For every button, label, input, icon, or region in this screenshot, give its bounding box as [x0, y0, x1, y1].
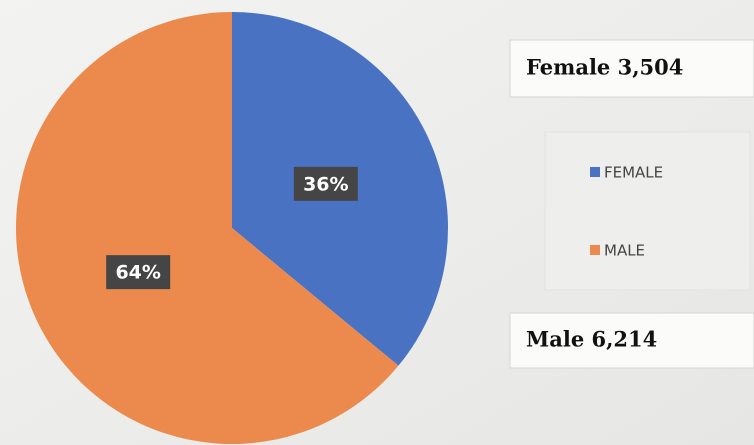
legend-swatch: [590, 245, 600, 255]
legend-label: FEMALE: [604, 164, 663, 182]
value-label: 36%: [303, 173, 348, 195]
value-label-box: [106, 255, 171, 290]
value-label-box: [293, 166, 358, 201]
legend-label: MALE: [604, 242, 645, 260]
value-label: 64%: [115, 262, 160, 284]
legend-swatch: [590, 167, 600, 177]
pie-slice: [15, 12, 399, 445]
annotation: Male 6,214: [526, 327, 657, 352]
annotation-box: [509, 312, 754, 369]
legend-box: [544, 131, 751, 291]
annotation: Female 3,504: [526, 55, 683, 80]
annotation-box: [509, 39, 754, 98]
